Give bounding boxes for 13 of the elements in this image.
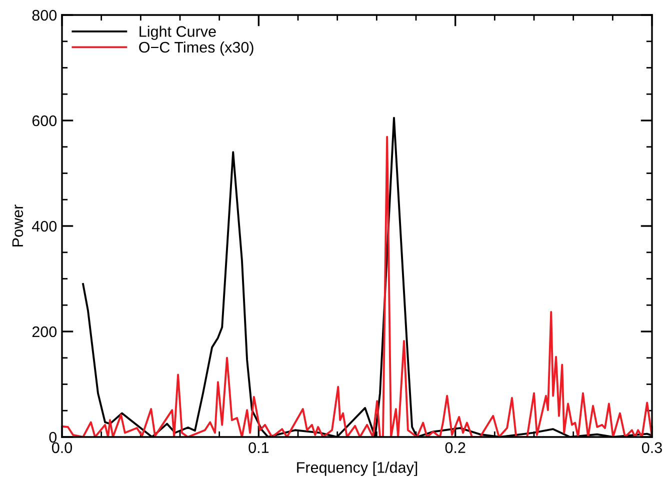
x-tick-label: 0.3: [642, 442, 662, 454]
y-axis-title: Power: [12, 204, 24, 246]
y-tick-label: 400: [32, 220, 57, 232]
x-tick-label: 0.0: [52, 442, 72, 454]
y-tick-label: 800: [32, 10, 57, 21]
x-tick-label: 0.1: [248, 442, 269, 454]
x-tick-label: 0.2: [445, 442, 466, 454]
legend-label: Light Curve: [140, 26, 216, 40]
legend-label: O−C Times (x30): [139, 41, 254, 56]
y-tick-label: 600: [32, 115, 57, 126]
x-axis-title: Frequency [1/day]: [297, 462, 418, 476]
y-tick-label: 200: [32, 326, 57, 338]
y-tick-label: 0: [49, 432, 57, 443]
